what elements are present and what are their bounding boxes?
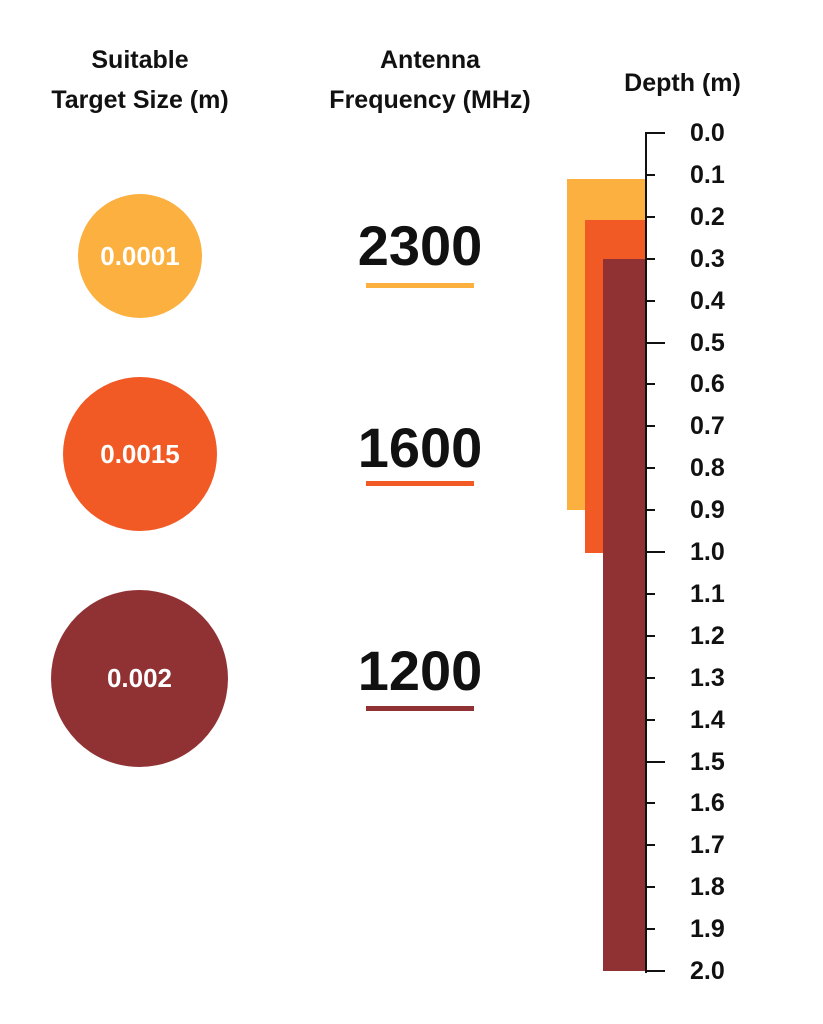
depth-tick-label: 1.5 bbox=[690, 747, 725, 776]
header-antenna-frequency: Antenna Frequency (MHz) bbox=[300, 40, 560, 120]
depth-tick-label: 1.8 bbox=[690, 873, 725, 902]
header-frequency-line2: Frequency (MHz) bbox=[329, 86, 531, 114]
depth-tick bbox=[645, 425, 655, 428]
target-size-circle-2300: 0.0001 bbox=[78, 194, 202, 318]
target-size-value: 0.002 bbox=[106, 663, 173, 693]
depth-tick bbox=[645, 718, 655, 721]
frequency-underline-1600 bbox=[366, 481, 474, 486]
depth-tick-label: 0.5 bbox=[690, 328, 725, 357]
depth-tick-label: 1.6 bbox=[690, 789, 725, 818]
header-frequency-line1: Antenna bbox=[380, 46, 480, 74]
header-target-size: Suitable Target Size (m) bbox=[20, 40, 260, 120]
depth-tick bbox=[645, 676, 655, 679]
depth-tick bbox=[645, 467, 655, 470]
depth-tick bbox=[645, 173, 655, 176]
frequency-1600: 1600 bbox=[357, 416, 483, 479]
depth-tick-label: 0.4 bbox=[690, 286, 725, 315]
target-size-value: 0.0015 bbox=[100, 438, 180, 469]
depth-tick-label: 1.4 bbox=[690, 705, 725, 734]
depth-tick-label: 1.0 bbox=[690, 538, 725, 566]
depth-tick bbox=[645, 132, 665, 134]
frequency-underline-2300 bbox=[366, 283, 474, 288]
frequency-underline-1200 bbox=[366, 706, 474, 711]
depth-tick bbox=[645, 509, 655, 512]
target-size-value: 0.0001 bbox=[100, 240, 180, 271]
depth-tick bbox=[645, 592, 655, 595]
depth-tick-label: 0.7 bbox=[690, 412, 725, 441]
depth-tick-label: 0.0 bbox=[690, 119, 725, 147]
depth-tick bbox=[645, 760, 665, 763]
depth-tick-label: 1.1 bbox=[690, 579, 725, 608]
depth-tick bbox=[645, 928, 655, 931]
depth-tick-label: 1.2 bbox=[690, 621, 725, 650]
header-depth: Depth (m) bbox=[600, 63, 765, 103]
depth-tick bbox=[645, 215, 655, 218]
header-depth-label: Depth (m) bbox=[624, 69, 741, 97]
header-target-size-line2: Target Size (m) bbox=[51, 86, 229, 114]
depth-tick bbox=[645, 383, 655, 386]
depth-tick-label: 0.6 bbox=[690, 370, 725, 399]
target-size-circle-1200: 0.002 bbox=[51, 590, 228, 767]
depth-tick-label: 0.2 bbox=[690, 202, 725, 231]
depth-tick bbox=[645, 551, 665, 553]
depth-tick-label: 1.7 bbox=[690, 831, 725, 860]
depth-tick-label: 0.9 bbox=[690, 496, 725, 525]
depth-tick bbox=[645, 634, 655, 637]
depth-tick-label: 0.3 bbox=[690, 244, 725, 273]
depth-tick-label: 0.8 bbox=[690, 454, 725, 483]
depth-tick bbox=[645, 341, 665, 344]
depth-tick bbox=[645, 886, 655, 889]
depth-tick-label: 1.9 bbox=[690, 915, 725, 944]
depth-bar-1200 bbox=[603, 259, 645, 971]
header-target-size-line1: Suitable bbox=[91, 46, 189, 74]
depth-tick-label: 0.1 bbox=[690, 160, 725, 189]
depth-tick-label: 1.3 bbox=[690, 663, 725, 692]
depth-tick bbox=[645, 970, 665, 972]
depth-axis-line bbox=[645, 133, 647, 973]
target-size-circle-1600: 0.0015 bbox=[63, 377, 217, 531]
depth-tick bbox=[645, 299, 655, 302]
depth-tick bbox=[645, 844, 655, 847]
depth-tick bbox=[645, 802, 655, 805]
depth-tick bbox=[645, 257, 655, 260]
frequency-1200: 1200 bbox=[357, 639, 483, 702]
depth-tick-label: 2.0 bbox=[690, 957, 725, 985]
frequency-2300: 2300 bbox=[357, 214, 483, 277]
